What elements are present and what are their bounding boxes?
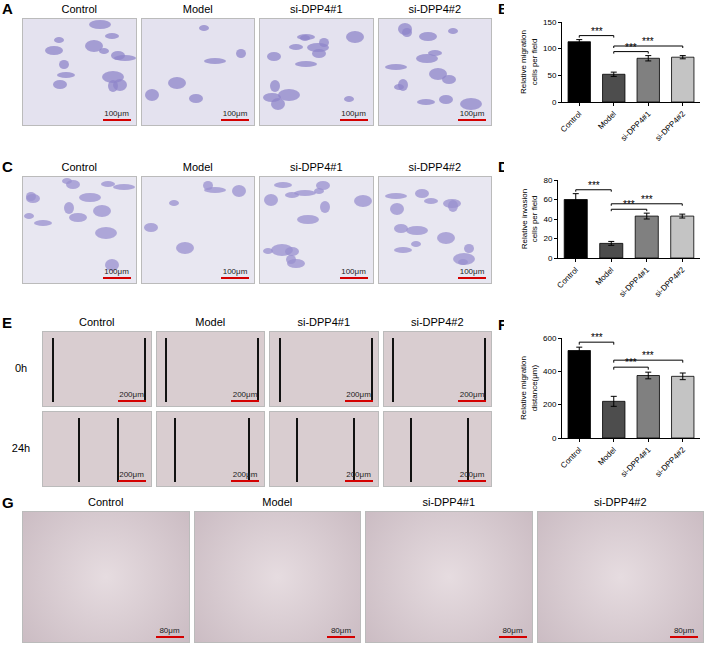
html-text:Control: Control xyxy=(61,161,97,173)
svg-text:***: *** xyxy=(641,194,653,205)
html-text:100μm: 100μm xyxy=(341,109,366,118)
html-text:si-DPP4#1: si-DPP4#1 xyxy=(290,161,343,173)
html-text:24h: 24h xyxy=(11,442,31,454)
html-text:Model: Model xyxy=(182,3,213,15)
svg-text:***: *** xyxy=(625,357,637,368)
svg-text:Relative invasioncells per fie: Relative invasioncells per field xyxy=(520,189,539,249)
html-text:Model: Model xyxy=(195,316,226,328)
html-text:G: G xyxy=(2,494,14,511)
html-text:si-DPP4#2: si-DPP4#2 xyxy=(594,496,647,508)
svg-text:Control: Control xyxy=(555,265,580,290)
html-text:80μm: 80μm xyxy=(330,626,352,635)
svg-text:Control: Control xyxy=(559,445,584,470)
svg-text:***: *** xyxy=(591,26,603,37)
svg-text:***: *** xyxy=(625,42,637,53)
html-text:200μm: 200μm xyxy=(459,470,485,479)
html-text:si-DPP4#1: si-DPP4#1 xyxy=(290,3,343,15)
svg-text:20: 20 xyxy=(543,234,552,243)
html-text:si-DPP4#2: si-DPP4#2 xyxy=(408,3,461,15)
html-text:80μm: 80μm xyxy=(502,626,523,635)
svg-text:***: *** xyxy=(623,199,635,210)
html-text:200μm: 200μm xyxy=(459,390,485,399)
html-text:200μm: 200μm xyxy=(119,470,144,479)
svg-text:si-DPP4#2: si-DPP4#2 xyxy=(654,445,688,479)
html-text:B: B xyxy=(498,0,509,17)
svg-text:0: 0 xyxy=(552,98,557,107)
html-text:0h: 0h xyxy=(14,362,28,374)
svg-text:Control: Control xyxy=(559,109,584,134)
svg-text:60: 60 xyxy=(543,195,552,204)
html-text:A: A xyxy=(2,0,13,17)
svg-text:si-DPP4#1: si-DPP4#1 xyxy=(619,109,653,143)
svg-text:***: *** xyxy=(642,350,654,361)
svg-text:si-DPP4#2: si-DPP4#2 xyxy=(653,265,687,299)
svg-text:si-DPP4#2: si-DPP4#2 xyxy=(654,109,688,143)
html-text:100μm: 100μm xyxy=(459,109,485,118)
svg-text:100: 100 xyxy=(543,44,557,53)
html-text:C: C xyxy=(2,158,13,175)
html-text:200μm: 200μm xyxy=(346,470,371,479)
svg-text:Relative migrationcells per fi: Relative migrationcells per field xyxy=(519,30,538,94)
html-text:Control: Control xyxy=(88,496,124,508)
html-text:D: D xyxy=(498,158,509,175)
svg-text:600: 600 xyxy=(543,334,557,343)
html-text:80μm: 80μm xyxy=(673,626,695,635)
html-text:Model: Model xyxy=(262,496,293,508)
svg-text:150: 150 xyxy=(543,18,557,27)
svg-text:si-DPP4#1: si-DPP4#1 xyxy=(618,265,652,299)
html-text:200μm: 200μm xyxy=(232,390,258,399)
svg-text:40: 40 xyxy=(543,215,552,224)
html-text:si-DPP4#1: si-DPP4#1 xyxy=(297,316,350,328)
html-text:200μm: 200μm xyxy=(346,390,371,399)
html-text:F: F xyxy=(498,316,508,333)
html-text:100μm: 100μm xyxy=(222,267,248,276)
svg-text:si-DPP4#1: si-DPP4#1 xyxy=(619,445,653,479)
html-text:si-DPP4#1: si-DPP4#1 xyxy=(422,496,475,508)
svg-text:Model: Model xyxy=(594,265,616,287)
svg-text:200: 200 xyxy=(543,400,557,409)
html-text:200μm: 200μm xyxy=(119,390,144,399)
svg-text:***: *** xyxy=(588,180,600,191)
svg-text:0: 0 xyxy=(552,434,557,443)
svg-text:50: 50 xyxy=(547,71,556,80)
svg-text:Model: Model xyxy=(596,109,618,131)
html-text:100μm: 100μm xyxy=(222,109,248,118)
svg-text:Relative migrationdistance(μm): Relative migrationdistance(μm) xyxy=(519,356,538,420)
html-text:E: E xyxy=(2,314,12,331)
svg-text:***: *** xyxy=(642,36,654,47)
svg-text:***: *** xyxy=(591,332,603,343)
html-text:Control: Control xyxy=(61,3,97,15)
html-text:100μm: 100μm xyxy=(104,109,129,118)
html-text:80μm: 80μm xyxy=(159,626,180,635)
html-text:100μm: 100μm xyxy=(459,267,485,276)
svg-text:80: 80 xyxy=(543,176,552,185)
html-text:si-DPP4#2: si-DPP4#2 xyxy=(411,316,464,328)
html-text:100μm: 100μm xyxy=(341,267,366,276)
svg-text:400: 400 xyxy=(543,367,557,376)
html-text:si-DPP4#2: si-DPP4#2 xyxy=(408,161,461,173)
html-text:100μm: 100μm xyxy=(104,267,129,276)
svg-text:Model: Model xyxy=(596,445,618,467)
html-text:Model: Model xyxy=(182,161,213,173)
html-text:Control: Control xyxy=(79,316,115,328)
svg-text:0: 0 xyxy=(548,254,553,263)
html-text:200μm: 200μm xyxy=(232,470,258,479)
